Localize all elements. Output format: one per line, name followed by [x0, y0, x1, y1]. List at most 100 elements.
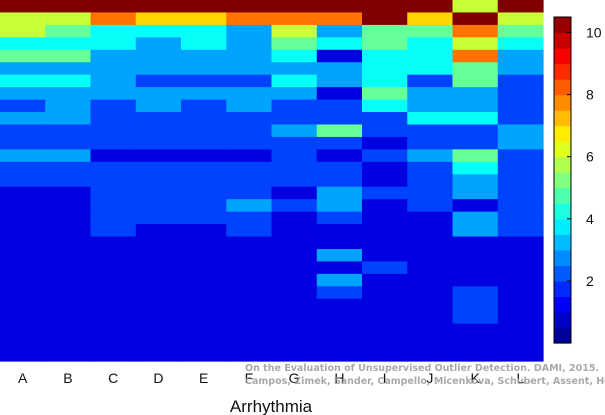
- heatmap-cell: [226, 273, 273, 287]
- heatmap-cell: [226, 0, 273, 14]
- heatmap-cell: [0, 336, 46, 350]
- colorbar-segment: [554, 48, 571, 65]
- heatmap-cell: [45, 336, 92, 350]
- heatmap-cell: [45, 112, 92, 126]
- colorbar-segment: [554, 234, 571, 251]
- heatmap-cell: [226, 99, 273, 113]
- heatmap-cell: [45, 236, 92, 250]
- heatmap-cell: [271, 49, 318, 63]
- heatmap-cell: [316, 311, 363, 325]
- heatmap-cell: [497, 161, 544, 175]
- heatmap-cell: [497, 174, 544, 188]
- heatmap-cell: [362, 273, 408, 287]
- heatmap-cell: [0, 37, 46, 51]
- heatmap-cell: [45, 149, 92, 163]
- colorbar-segment: [554, 79, 571, 96]
- heatmap-cell: [226, 298, 273, 312]
- heatmap-cell: [181, 124, 227, 138]
- heatmap-cell: [135, 186, 182, 200]
- heatmap-cell: [45, 261, 92, 275]
- heatmap-cell: [135, 161, 182, 175]
- heatmap-cell: [362, 298, 408, 312]
- heatmap-cell: [362, 62, 408, 76]
- heatmap-cell: [135, 211, 182, 225]
- heatmap-cell: [362, 336, 408, 350]
- heatmap-cell: [0, 12, 46, 26]
- heatmap-cell: [45, 74, 92, 88]
- heatmap-cell: [362, 174, 408, 188]
- heatmap-cell: [407, 87, 454, 101]
- heatmap-cell: [271, 112, 318, 126]
- x-tick-label: I: [383, 370, 387, 386]
- heatmap-cell: [90, 49, 137, 63]
- heatmap-cell: [181, 0, 227, 14]
- heatmap-cell: [452, 74, 499, 88]
- heatmap-cell: [45, 124, 92, 138]
- heatmap-cell: [45, 62, 92, 76]
- heatmap-cell: [497, 37, 544, 51]
- heatmap-cell: [135, 37, 182, 51]
- heatmap-cell: [90, 124, 137, 138]
- heatmap-cell: [271, 24, 318, 38]
- heatmap-cell: [0, 161, 46, 175]
- heatmap-cell: [0, 311, 46, 325]
- heatmap-cell: [452, 286, 499, 300]
- heatmap-cell: [316, 273, 363, 287]
- heatmap-cell: [407, 323, 454, 337]
- heatmap-cell: [90, 248, 137, 263]
- heatmap-cell: [362, 149, 408, 163]
- heatmap-cell: [497, 74, 544, 88]
- heatmap-cell: [362, 286, 408, 300]
- heatmap-cell: [407, 236, 454, 250]
- heatmap-cell: [181, 199, 227, 213]
- heatmap-cell: [135, 12, 182, 26]
- heatmap-cell: [452, 336, 499, 350]
- heatmap-cell: [45, 311, 92, 325]
- heatmap-cell: [362, 37, 408, 51]
- colorbar-segment: [554, 218, 571, 235]
- heatmap-cell: [497, 12, 544, 26]
- heatmap-cell: [452, 149, 499, 163]
- heatmap-cell: [271, 323, 318, 337]
- heatmap-cell: [135, 311, 182, 325]
- heatmap-cell: [316, 74, 363, 88]
- heatmap-cell: [316, 323, 363, 337]
- heatmap-cell: [135, 224, 182, 238]
- heatmap-cell: [452, 161, 499, 175]
- heatmap-cell: [181, 348, 227, 362]
- heatmap-cell: [316, 49, 363, 63]
- heatmap-cell: [316, 112, 363, 126]
- heatmap-cell: [407, 224, 454, 238]
- heatmap-cell: [362, 186, 408, 200]
- heatmap-cell: [226, 236, 273, 250]
- heatmap-cell: [135, 49, 182, 63]
- heatmap-cell: [90, 261, 137, 275]
- heatmap-cell: [90, 136, 137, 150]
- heatmap-cell: [316, 298, 363, 312]
- heatmap-cell: [226, 224, 273, 238]
- heatmap-cell: [271, 261, 318, 275]
- heatmap-cell: [452, 323, 499, 337]
- heatmap-cell: [407, 0, 454, 14]
- heatmap-cell: [316, 161, 363, 175]
- heatmap-cell: [135, 136, 182, 150]
- heatmap-cell: [181, 273, 227, 287]
- x-tick-labels: A B C D E F G H I J K L: [18, 370, 525, 386]
- heatmap-cell: [90, 24, 137, 38]
- heatmap-cell: [0, 24, 46, 38]
- heatmap-cell: [362, 248, 408, 263]
- heatmap-cell: [226, 211, 273, 225]
- heatmap-cell: [497, 211, 544, 225]
- heatmap-cell: [181, 186, 227, 200]
- heatmap-cell: [181, 74, 227, 88]
- colorbar-segment: [554, 311, 571, 329]
- colorbar-tick-label: 6: [586, 149, 594, 165]
- heatmap-cell: [407, 248, 454, 263]
- heatmap-cell: [90, 174, 137, 188]
- heatmap-cell: [226, 74, 273, 88]
- heatmap-cell: [45, 348, 92, 362]
- heatmap-cell: [90, 186, 137, 200]
- heatmap-cell: [226, 348, 273, 362]
- x-tick-label: B: [63, 370, 72, 386]
- heatmap-cell: [407, 124, 454, 138]
